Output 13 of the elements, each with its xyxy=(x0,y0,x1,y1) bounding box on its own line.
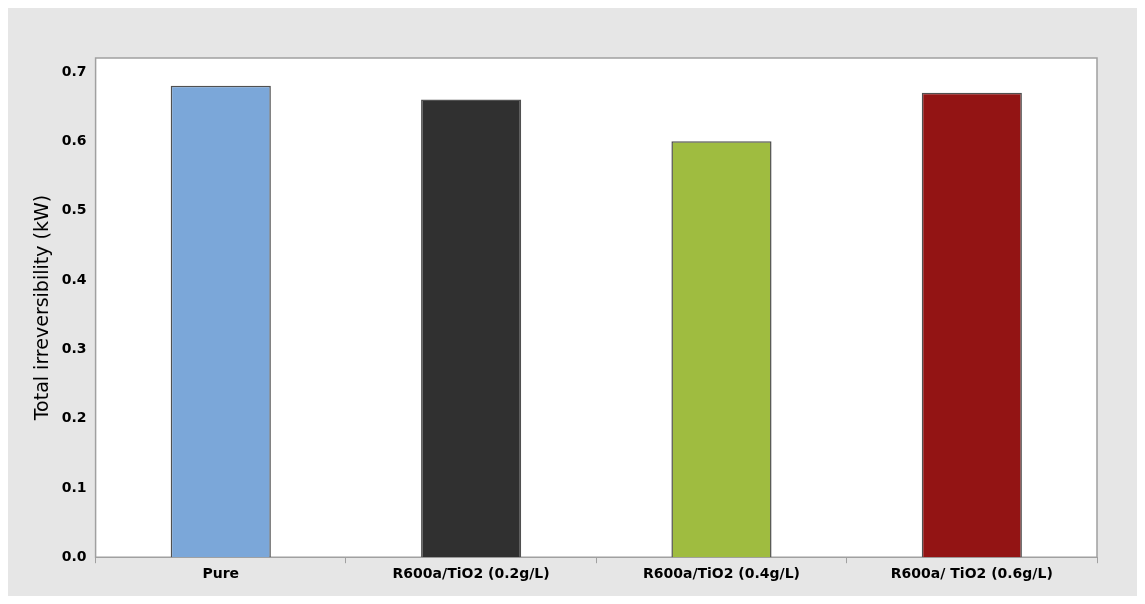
y-tick-label: 0.6 xyxy=(61,131,87,148)
y-tick-label: 0.7 xyxy=(61,62,87,79)
x-tick-label: R600a/ TiO2 (0.6g/L) xyxy=(890,565,1053,582)
y-tick-label: 0.0 xyxy=(61,547,87,564)
x-tick-label: R600a/TiO2 (0.2g/L) xyxy=(392,565,550,582)
y-tick-label: 0.1 xyxy=(61,478,87,495)
y-tick-label: 0.2 xyxy=(61,409,87,426)
y-tick-label: 0.4 xyxy=(61,270,87,287)
y-axis-title: Total irreversibility (kW) xyxy=(30,194,53,422)
x-tick-label: Pure xyxy=(202,565,240,582)
x-tick-label: R600a/TiO2 (0.4g/L) xyxy=(642,565,801,582)
y-tick-label: 0.3 xyxy=(61,339,87,356)
y-tick-label: 0.5 xyxy=(61,201,87,218)
